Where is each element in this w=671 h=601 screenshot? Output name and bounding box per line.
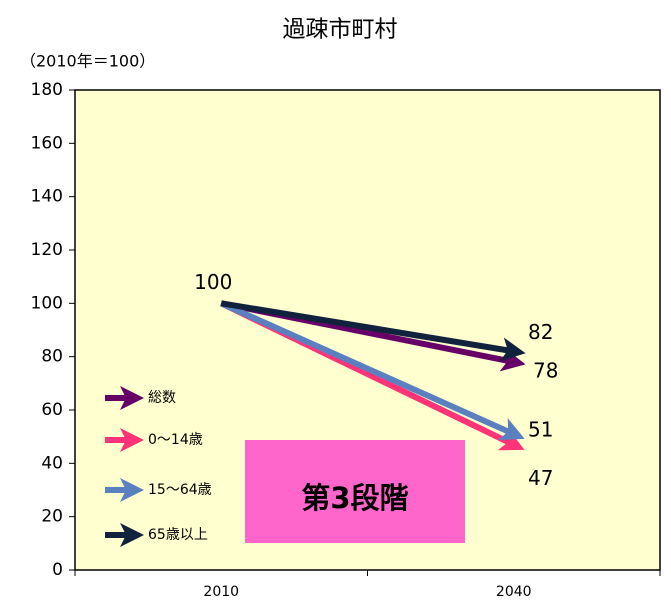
data-label: 100	[194, 270, 232, 294]
data-label: 47	[528, 466, 553, 490]
annotation-box	[245, 440, 465, 543]
y-tick-label: 0	[52, 560, 63, 580]
y-tick-label: 40	[41, 453, 63, 473]
legend-label: 0〜14歳	[148, 432, 203, 448]
y-tick-label: 20	[41, 507, 63, 527]
series-line	[220, 300, 525, 441]
data-label: 51	[528, 418, 553, 442]
legend-label: 65歳以上	[148, 527, 208, 543]
data-label: 82	[528, 320, 553, 344]
data-label: 78	[533, 359, 558, 383]
chart-title: 過疎市町村	[283, 17, 398, 43]
x-tick-label: 2040	[496, 584, 532, 600]
y-tick-label: 120	[31, 240, 63, 260]
y-tick-label: 180	[31, 80, 63, 100]
y-tick-label: 140	[31, 187, 63, 207]
y-tick-label: 60	[41, 400, 63, 420]
subtitle: （2010年＝100）	[20, 52, 155, 71]
y-tick-label: 80	[41, 347, 63, 367]
legend-label: 15〜64歳	[148, 482, 212, 498]
x-tick-label: 2010	[203, 584, 239, 600]
y-tick-label: 160	[31, 133, 63, 153]
series-line	[220, 300, 526, 362]
y-tick-label: 100	[31, 293, 63, 313]
legend-label: 総数	[148, 390, 176, 406]
annotation: 第3段階	[301, 481, 408, 515]
